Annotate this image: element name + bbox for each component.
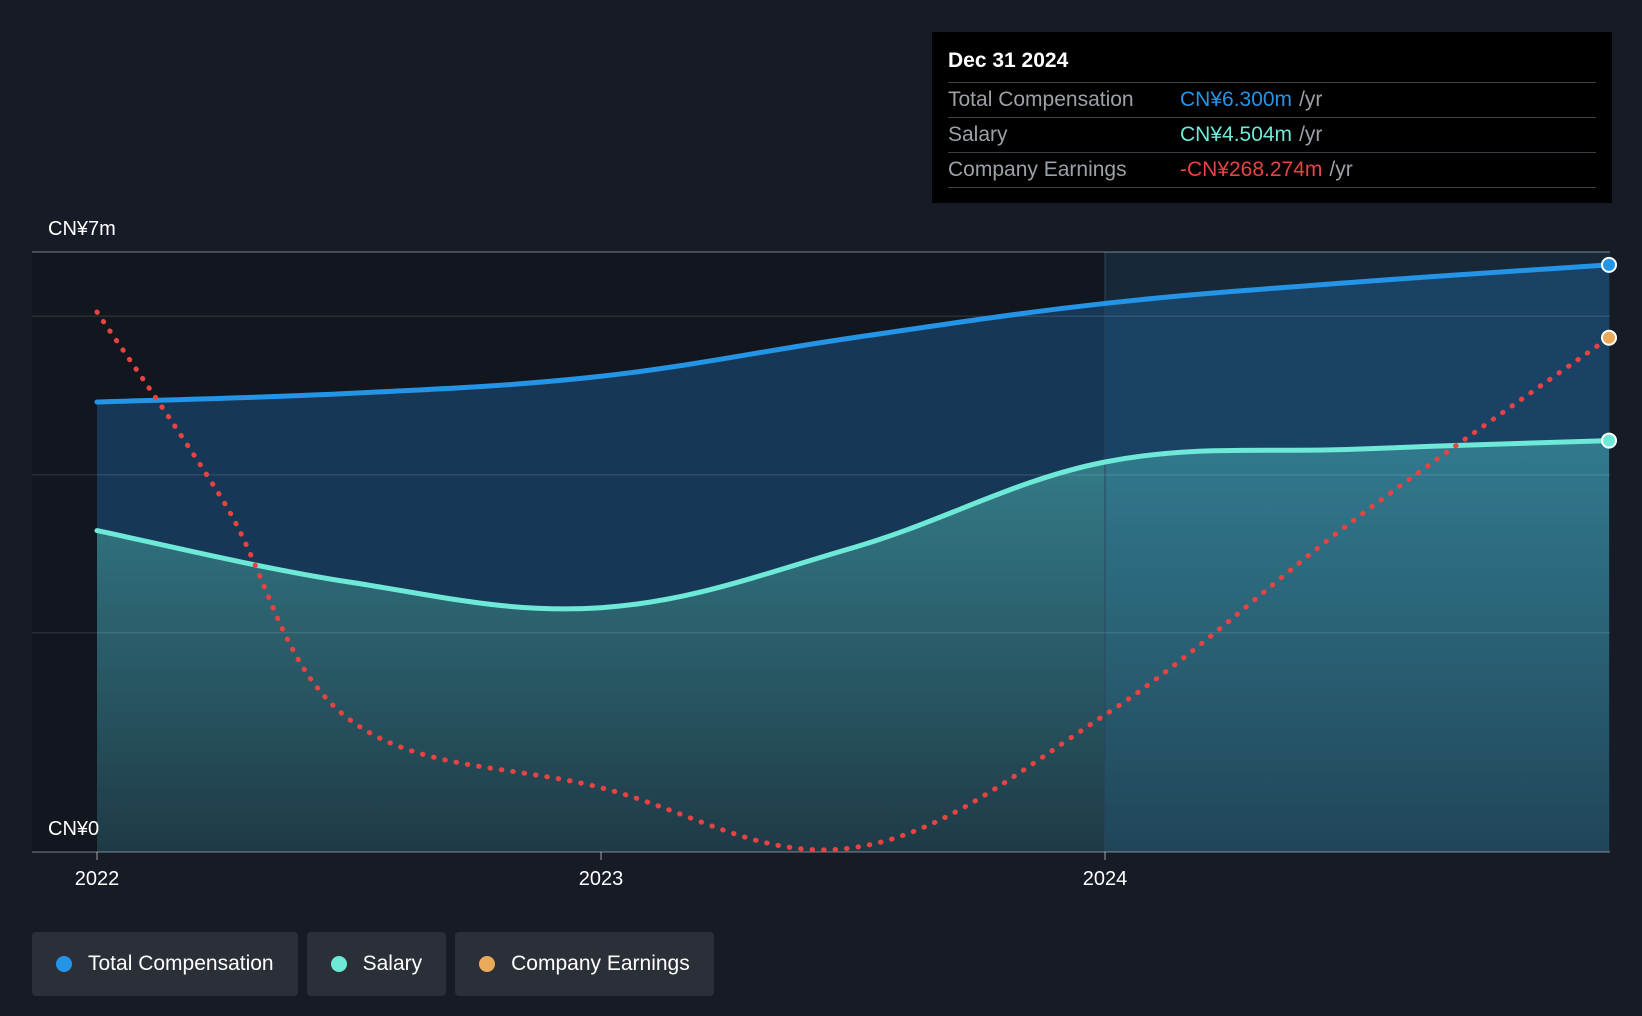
tooltip-unit: /yr xyxy=(1329,158,1353,181)
x-tick-label: 2022 xyxy=(75,868,120,890)
tooltip-label: Salary xyxy=(948,123,1008,146)
salary-line xyxy=(94,438,1612,612)
tooltip-row-company-earnings: Company Earnings -CN¥268.274m /yr xyxy=(948,153,1596,188)
highlight-region xyxy=(1105,252,1610,852)
tooltip-row-total-compensation: Total Compensation CN¥6.300m /yr xyxy=(948,83,1596,118)
legend-item-total-compensation[interactable]: Total Compensation xyxy=(32,932,298,996)
legend-label: Total Compensation xyxy=(88,952,274,975)
x-tick-label: 2024 xyxy=(1083,868,1128,890)
y-axis-bottom-label: CN¥0 xyxy=(48,818,99,840)
tooltip-unit: /yr xyxy=(1299,88,1323,111)
company-earnings-dot-icon xyxy=(479,956,496,972)
tooltip-unit: /yr xyxy=(1299,123,1323,146)
legend: Total Compensation Salary Company Earnin… xyxy=(32,932,714,996)
tooltip-row-salary: Salary CN¥4.504m /yr xyxy=(948,118,1596,153)
legend-item-salary[interactable]: Salary xyxy=(306,932,447,996)
salary-end-marker xyxy=(1601,432,1617,449)
tooltip-label: Company Earnings xyxy=(948,158,1127,181)
y-axis-top-label: CN¥7m xyxy=(48,218,116,240)
total-compensation-end-marker xyxy=(1601,256,1617,273)
legend-item-company-earnings[interactable]: Company Earnings xyxy=(455,932,714,996)
tooltip-date: Dec 31 2024 xyxy=(948,46,1596,83)
tooltip-value: -CN¥268.274m xyxy=(1180,158,1323,181)
total-compensation-line xyxy=(94,262,1612,405)
tooltip-label: Total Compensation xyxy=(948,88,1134,111)
salary-dot-icon xyxy=(330,956,347,972)
company-earnings-line xyxy=(94,309,1612,853)
legend-label: Company Earnings xyxy=(511,952,690,975)
legend-label: Salary xyxy=(362,952,423,975)
tooltip-value: CN¥4.504m xyxy=(1180,123,1293,146)
company-earnings-end-marker xyxy=(1601,329,1617,346)
salary-area xyxy=(97,440,1609,852)
x-tick-label: 2023 xyxy=(579,868,624,890)
total-compensation-dot-icon xyxy=(56,956,72,972)
tooltip: Dec 31 2024 Total Compensation CN¥6.300m… xyxy=(932,32,1612,203)
tooltip-value: CN¥6.300m xyxy=(1180,88,1293,111)
